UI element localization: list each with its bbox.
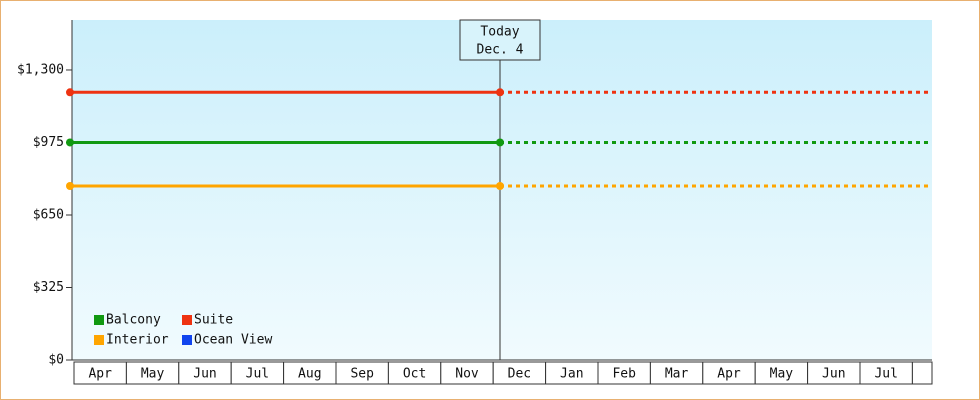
y-tick-label: $650 xyxy=(33,207,64,222)
legend-swatch xyxy=(94,335,104,345)
x-tick-label: Nov xyxy=(455,367,479,382)
x-tick-label: Jan xyxy=(560,367,583,382)
legend-swatch xyxy=(94,315,104,325)
legend-swatch xyxy=(182,335,192,345)
legend-label: Suite xyxy=(194,313,233,328)
y-tick-label: $975 xyxy=(33,135,64,150)
x-tick-label: Jul xyxy=(246,367,269,382)
x-tick-label: Jun xyxy=(193,367,216,382)
x-tick-label: Jul xyxy=(874,367,897,382)
month-cell xyxy=(911,361,933,385)
legend-swatch xyxy=(182,315,192,325)
x-tick-label: Aug xyxy=(298,367,321,382)
y-tick-label: $325 xyxy=(33,280,64,295)
point xyxy=(496,138,504,147)
x-tick-label: May xyxy=(770,367,794,382)
point xyxy=(66,181,74,190)
today-title: Today xyxy=(480,25,519,40)
y-tick-label: $1,300 xyxy=(17,62,64,77)
legend-label: Balcony xyxy=(106,313,161,328)
x-tick-label: May xyxy=(141,367,165,382)
point xyxy=(66,88,74,97)
x-tick-label: Mar xyxy=(665,367,689,382)
y-tick-label: $0 xyxy=(48,353,64,368)
x-tick-label: Sep xyxy=(350,367,374,382)
legend-label: Ocean View xyxy=(194,333,272,348)
point xyxy=(496,181,504,190)
today-date: Dec. 4 xyxy=(477,43,524,58)
point xyxy=(496,88,504,97)
today-box xyxy=(459,19,541,61)
x-tick-label: Apr xyxy=(88,367,112,382)
point xyxy=(66,138,74,147)
x-tick-label: Apr xyxy=(717,367,741,382)
x-tick-label: Dec xyxy=(508,367,531,382)
x-tick-label: Oct xyxy=(403,367,426,382)
plot-area xyxy=(72,20,932,360)
x-tick-label: Feb xyxy=(612,367,636,382)
legend-label: Interior xyxy=(106,333,169,348)
x-tick-label: Jun xyxy=(822,367,845,382)
